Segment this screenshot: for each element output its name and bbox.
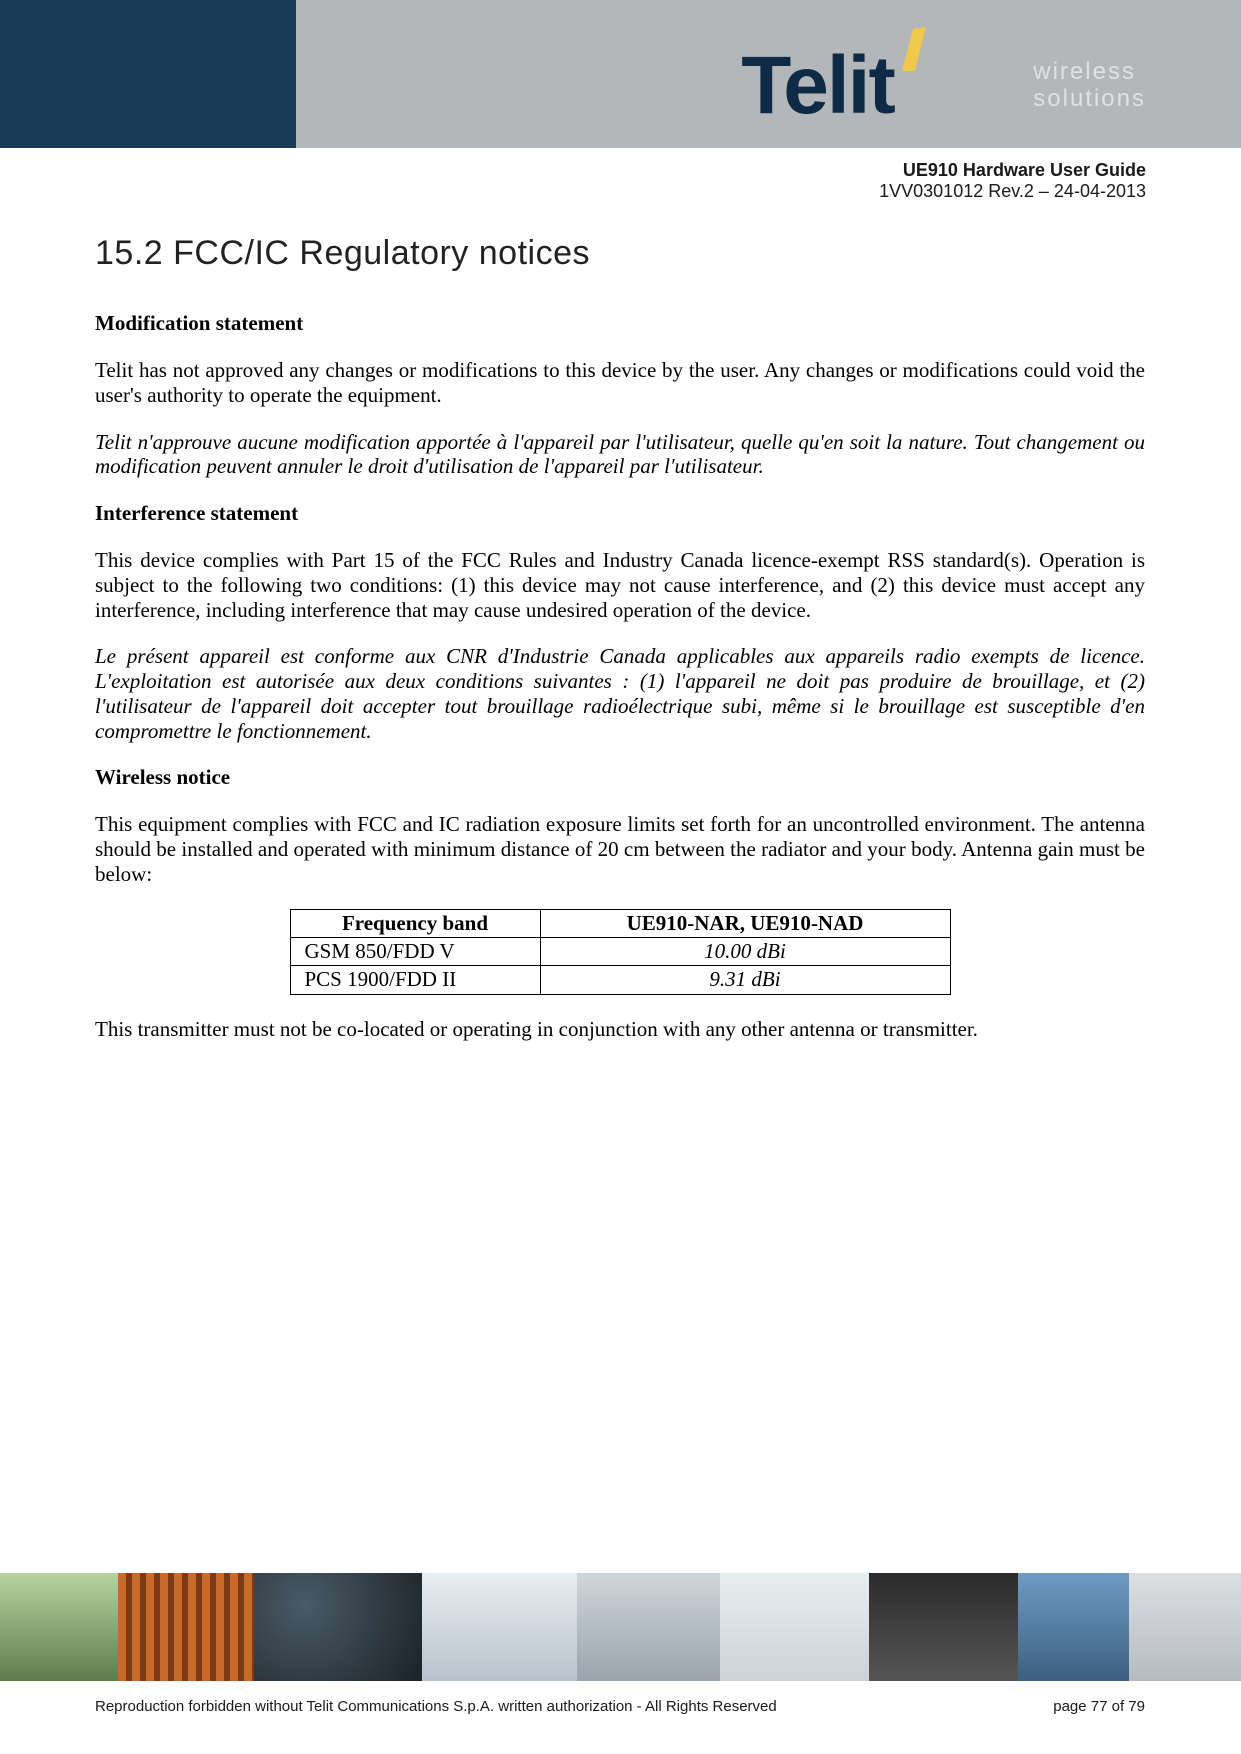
footer-thumb (0, 1573, 118, 1681)
footer-copyright: Reproduction forbidden without Telit Com… (95, 1698, 777, 1715)
logo: Telit wireless solutions (741, 48, 1146, 123)
footer-thumb (720, 1573, 869, 1681)
header-bar-left (0, 0, 296, 148)
document-title: UE910 Hardware User Guide (879, 160, 1146, 181)
logo-text: Telit (741, 40, 893, 131)
table-header-row: Frequency band UE910-NAR, UE910-NAD (290, 909, 950, 937)
document-revision: 1VV0301012 Rev.2 – 24-04-2013 (879, 181, 1146, 202)
footer-page-number: page 77 of 79 (1053, 1698, 1145, 1715)
footer-thumb (577, 1573, 720, 1681)
table-row: PCS 1900/FDD II 9.31 dBi (290, 966, 950, 994)
table-cell: GSM 850/FDD V (290, 938, 540, 966)
table-cell: 9.31 dBi (540, 966, 950, 994)
logo-accent-icon (899, 27, 929, 71)
footer-image-strip (0, 1573, 1241, 1681)
footer-thumb (1018, 1573, 1130, 1681)
footer-line: Reproduction forbidden without Telit Com… (95, 1698, 1145, 1715)
wireless-intro: This equipment complies with FCC and IC … (95, 812, 1145, 886)
wireless-outro: This transmitter must not be co-located … (95, 1017, 1145, 1042)
footer-thumb (118, 1573, 255, 1681)
footer-thumb (869, 1573, 1018, 1681)
footer-thumb (254, 1573, 422, 1681)
footer-thumb (422, 1573, 577, 1681)
modification-text-fr: Telit n'approuve aucune modification app… (95, 430, 1145, 480)
footer-thumb (1129, 1573, 1241, 1681)
interference-text-fr: Le présent appareil est conforme aux CNR… (95, 644, 1145, 743)
table-header-col1: Frequency band (290, 909, 540, 937)
interference-text-en: This device complies with Part 15 of the… (95, 548, 1145, 622)
wireless-heading: Wireless notice (95, 765, 1145, 790)
document-id-block: UE910 Hardware User Guide 1VV0301012 Rev… (879, 160, 1146, 202)
table-cell: 10.00 dBi (540, 938, 950, 966)
frequency-table: Frequency band UE910-NAR, UE910-NAD GSM … (290, 909, 951, 995)
logo-tagline-line1: wireless (1033, 59, 1146, 85)
table-row: GSM 850/FDD V 10.00 dBi (290, 938, 950, 966)
modification-heading: Modification statement (95, 311, 1145, 336)
section-heading: 15.2 FCC/IC Regulatory notices (95, 234, 1145, 273)
modification-text-en: Telit has not approved any changes or mo… (95, 358, 1145, 408)
header-bar: Telit wireless solutions (0, 0, 1241, 148)
logo-tagline-line2: solutions (1033, 86, 1146, 112)
logo-mark: Telit (741, 45, 1011, 127)
logo-tagline: wireless solutions (1033, 59, 1146, 112)
table-header-col2: UE910-NAR, UE910-NAD (540, 909, 950, 937)
content-area: 15.2 FCC/IC Regulatory notices Modificat… (95, 234, 1145, 1063)
interference-heading: Interference statement (95, 501, 1145, 526)
table-cell: PCS 1900/FDD II (290, 966, 540, 994)
